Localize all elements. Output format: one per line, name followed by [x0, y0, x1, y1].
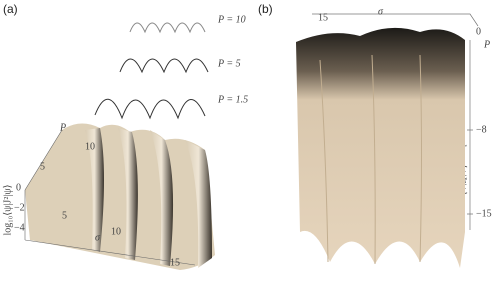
- tick-label: −8: [476, 124, 487, 135]
- curve-p5: [119, 58, 209, 74]
- curve-label: P = 5: [217, 58, 241, 69]
- axis-title: log₁₀⟨ψ|J²|ψ⟩: [2, 184, 13, 235]
- tick-label: 10: [111, 226, 121, 237]
- tick-label: 0: [16, 182, 21, 193]
- axis-title: P: [483, 39, 490, 50]
- tick-label: 0: [476, 26, 481, 37]
- curve-p15: [94, 98, 206, 120]
- panel-label: (a): [3, 2, 18, 16]
- tick-label: 15: [318, 12, 328, 23]
- tick-label: 5: [40, 161, 45, 172]
- panel-label: (b): [258, 2, 273, 16]
- tick-label: 10: [85, 141, 95, 152]
- curve-label: P = 1.5: [217, 94, 248, 105]
- axis-title: P: [59, 122, 66, 133]
- curves: [94, 22, 209, 120]
- axis-title: σ: [95, 232, 101, 243]
- tick-label: 5: [62, 210, 67, 221]
- surface-b: [296, 27, 465, 269]
- tick-label: 15: [170, 257, 180, 268]
- axes-b: [312, 13, 479, 230]
- tick-label: −15: [476, 208, 492, 219]
- tick-label: −2: [14, 202, 25, 213]
- tick-label: −4: [14, 222, 25, 233]
- axis-title: σ: [378, 6, 384, 17]
- curve-label: P = 10: [217, 14, 246, 25]
- curve-p10: [129, 22, 206, 34]
- surface-a: [24, 123, 215, 270]
